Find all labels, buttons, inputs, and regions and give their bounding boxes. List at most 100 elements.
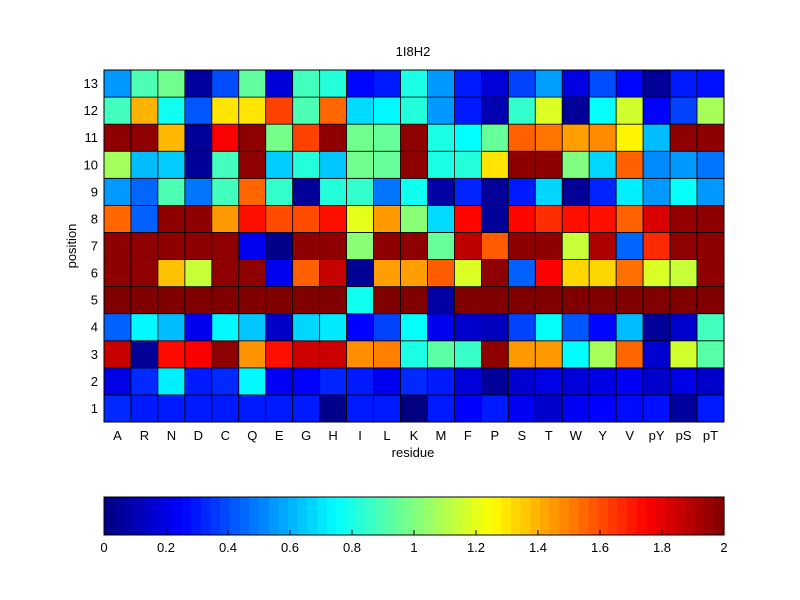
heatmap-cell [615,367,644,396]
heatmap-cell [184,232,213,260]
heatmap-cell [157,394,186,423]
colorbar-swatch [510,497,522,535]
heatmap-cell [238,204,267,233]
heatmap-cell [696,313,725,342]
heatmap-cell [669,259,698,288]
heatmap-cell [615,313,644,342]
heatmap-cell [642,313,671,342]
x-tick-label: K [410,428,419,443]
colorbar-swatch [200,497,212,535]
x-tick-label: G [301,428,311,443]
heatmap-cell [507,286,536,315]
heatmap-cell [588,313,617,342]
heatmap-cell [427,394,455,423]
heatmap-cell [319,340,348,369]
heatmap-cells [103,69,725,423]
colorbar-swatch [375,497,386,535]
heatmap-cell [292,286,321,315]
heatmap-cell [157,286,186,315]
heatmap-cell [346,96,374,125]
colorbar-swatch [249,497,260,535]
colorbar-swatch [259,497,270,535]
heatmap-cell [534,69,563,98]
heatmap-cell [346,177,374,206]
heatmap-cell [400,394,428,423]
colorbar-swatch [326,497,338,535]
heatmap-cell [319,394,348,423]
colorbar-swatch [336,497,347,535]
heatmap-cell [319,286,348,315]
colorbar-swatch [656,497,667,535]
heatmap-cell [103,259,132,288]
heatmap-cell [184,313,213,342]
heatmap-cell [292,313,321,342]
heatmap-cell [346,150,374,179]
colorbar-swatch [472,497,483,535]
x-tick-label: V [625,428,634,443]
heatmap-cell [696,123,725,152]
heatmap-cell [427,340,455,369]
heatmap-cell [507,232,536,260]
heatmap-cell [292,96,321,125]
colorbar-tick-labels: 0 0.2 0.4 0.6 0.8 1 1.2 1.4 1.6 1.8 2 [100,530,728,555]
y-tick-label: 1 [91,401,98,416]
heatmap-cell [346,204,374,233]
colorbar-swatch [549,497,560,535]
heatmap-cell [130,204,159,233]
heatmap-cell [130,177,159,206]
colorbar-swatch [646,497,657,535]
colorbar-swatch [210,497,221,535]
heatmap-cell [454,150,482,179]
colorbar-tick-label: 2 [720,540,727,555]
heatmap-cell [319,204,348,233]
heatmap-cell [642,150,671,179]
heatmap-cell [265,367,294,396]
colorbar-swatch [171,497,183,535]
heatmap-cell [211,232,240,260]
heatmap-cell [400,96,428,125]
heatmap-cell [696,204,725,233]
heatmap-cell [427,204,455,233]
heatmap-cell [238,259,267,288]
heatmap-cell [184,96,213,125]
plot-area-border [103,69,725,423]
heatmap-cell [346,367,374,396]
heatmap-cell [238,367,267,396]
heatmap-cell [669,367,698,396]
heatmap-cell [265,340,294,369]
y-axis-label: position [64,224,79,269]
heatmap-cell [615,204,644,233]
heatmap-cell [400,232,428,260]
y-tick-label: 7 [91,239,98,254]
heatmap-cell [265,286,294,315]
y-tick-label: 6 [91,266,98,281]
heatmap-cell [373,150,401,179]
heatmap-cell [534,232,563,260]
heatmap-cell [480,123,509,152]
x-tick-label: D [194,428,203,443]
heatmap-cell [184,123,213,152]
heatmap-cell [292,177,321,206]
heatmap-cell [184,394,213,423]
colorbar-swatch [530,497,541,535]
colorbar-tick-label: 1.8 [653,540,671,555]
heatmap-cell [588,232,617,260]
heatmap-cell [184,340,213,369]
colorbar-swatch [501,497,512,535]
heatmap-cell [238,69,267,98]
heatmap-cell [427,177,455,206]
heatmap-cell [454,367,482,396]
colorbar-swatch [607,497,619,535]
heatmap-cell [211,313,240,342]
heatmap-cell [427,232,455,260]
heatmap-cell [400,204,428,233]
heatmap-cell [561,259,590,288]
heatmap-cell [534,286,563,315]
heatmap-cell [561,313,590,342]
heatmap-cell [507,96,536,125]
heatmap-cell [373,259,401,288]
colorbar-swatch [133,497,144,535]
heatmap-cell [265,259,294,288]
heatmap-cell [427,96,455,125]
heatmap-cell [561,394,590,423]
